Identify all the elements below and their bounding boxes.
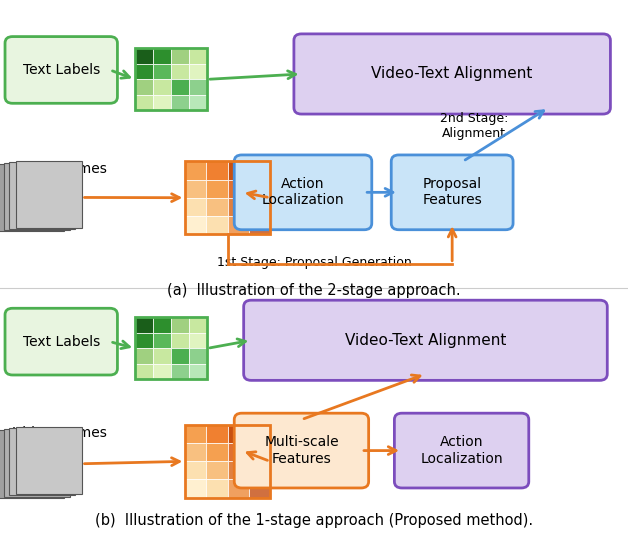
Bar: [207, 161, 227, 180]
Bar: [171, 349, 189, 364]
Bar: [171, 333, 189, 349]
FancyBboxPatch shape: [5, 308, 117, 375]
Bar: [227, 216, 249, 234]
FancyBboxPatch shape: [4, 163, 70, 230]
Bar: [249, 216, 270, 234]
Bar: [189, 64, 207, 79]
Bar: [249, 180, 270, 198]
Bar: [189, 333, 207, 349]
FancyBboxPatch shape: [9, 428, 75, 495]
FancyBboxPatch shape: [0, 164, 64, 231]
Text: Action
Localization: Action Localization: [420, 435, 503, 466]
Bar: [171, 364, 189, 379]
FancyBboxPatch shape: [394, 413, 529, 488]
FancyBboxPatch shape: [234, 155, 372, 230]
Bar: [207, 180, 227, 198]
Bar: [153, 333, 171, 349]
Bar: [135, 95, 153, 110]
Bar: [227, 198, 249, 216]
Bar: [227, 443, 249, 461]
Bar: [207, 425, 227, 443]
Text: Video-Text Alignment: Video-Text Alignment: [345, 333, 506, 348]
Text: (a)  Illustration of the 2-stage approach.: (a) Illustration of the 2-stage approach…: [167, 283, 461, 298]
FancyBboxPatch shape: [391, 155, 513, 230]
Bar: [171, 79, 189, 95]
Bar: [185, 161, 207, 180]
Bar: [185, 479, 207, 498]
Text: Video-Text Alignment: Video-Text Alignment: [372, 67, 533, 81]
Bar: [153, 79, 171, 95]
Bar: [135, 349, 153, 364]
Bar: [207, 461, 227, 479]
Bar: [185, 425, 207, 443]
Text: Text Labels: Text Labels: [23, 335, 100, 349]
Bar: [135, 64, 153, 79]
Bar: [189, 317, 207, 333]
Text: Multi-scale
Features: Multi-scale Features: [264, 435, 338, 466]
Text: Proposal
Features: Proposal Features: [422, 177, 482, 208]
Bar: [171, 64, 189, 79]
Text: Action
Localization: Action Localization: [262, 177, 344, 208]
Bar: [135, 79, 153, 95]
Text: (b)  Illustration of the 1-stage approach (Proposed method).: (b) Illustration of the 1-stage approach…: [95, 513, 533, 528]
Text: Video Frames: Video Frames: [13, 162, 106, 176]
Bar: [153, 364, 171, 379]
Text: Video Frames: Video Frames: [13, 426, 106, 440]
Bar: [249, 161, 270, 180]
FancyBboxPatch shape: [16, 427, 82, 494]
Bar: [171, 48, 189, 64]
Text: Text Labels: Text Labels: [23, 63, 100, 77]
Bar: [185, 216, 207, 234]
Bar: [189, 79, 207, 95]
Bar: [153, 64, 171, 79]
Bar: [249, 198, 270, 216]
Bar: [135, 317, 207, 379]
FancyBboxPatch shape: [4, 429, 70, 497]
Bar: [185, 198, 207, 216]
Bar: [135, 364, 153, 379]
Bar: [249, 443, 270, 461]
Bar: [185, 461, 207, 479]
Bar: [207, 443, 227, 461]
FancyBboxPatch shape: [234, 413, 369, 488]
FancyBboxPatch shape: [0, 430, 64, 498]
Bar: [153, 95, 171, 110]
Bar: [227, 425, 249, 443]
Bar: [227, 180, 249, 198]
Bar: [189, 349, 207, 364]
Bar: [135, 317, 153, 333]
Bar: [135, 48, 153, 64]
Bar: [171, 317, 189, 333]
Text: 1st Stage: Proposal Generation: 1st Stage: Proposal Generation: [217, 256, 411, 270]
Bar: [189, 48, 207, 64]
Bar: [207, 216, 227, 234]
FancyBboxPatch shape: [5, 37, 117, 103]
Bar: [207, 198, 227, 216]
Bar: [189, 95, 207, 110]
Bar: [153, 48, 171, 64]
Bar: [249, 425, 270, 443]
FancyBboxPatch shape: [294, 34, 610, 114]
Bar: [227, 161, 249, 180]
Bar: [207, 479, 227, 498]
FancyBboxPatch shape: [9, 162, 75, 229]
Bar: [171, 95, 189, 110]
Bar: [185, 180, 207, 198]
Bar: [135, 333, 153, 349]
Bar: [185, 161, 270, 234]
Bar: [227, 461, 249, 479]
FancyBboxPatch shape: [16, 161, 82, 228]
Bar: [189, 364, 207, 379]
Bar: [135, 48, 207, 110]
Bar: [185, 443, 207, 461]
Text: 2nd Stage:
Alignment: 2nd Stage: Alignment: [440, 112, 508, 140]
Bar: [185, 425, 270, 498]
Bar: [153, 317, 171, 333]
Bar: [249, 461, 270, 479]
FancyBboxPatch shape: [244, 300, 607, 380]
Bar: [249, 479, 270, 498]
Bar: [227, 479, 249, 498]
Bar: [153, 349, 171, 364]
